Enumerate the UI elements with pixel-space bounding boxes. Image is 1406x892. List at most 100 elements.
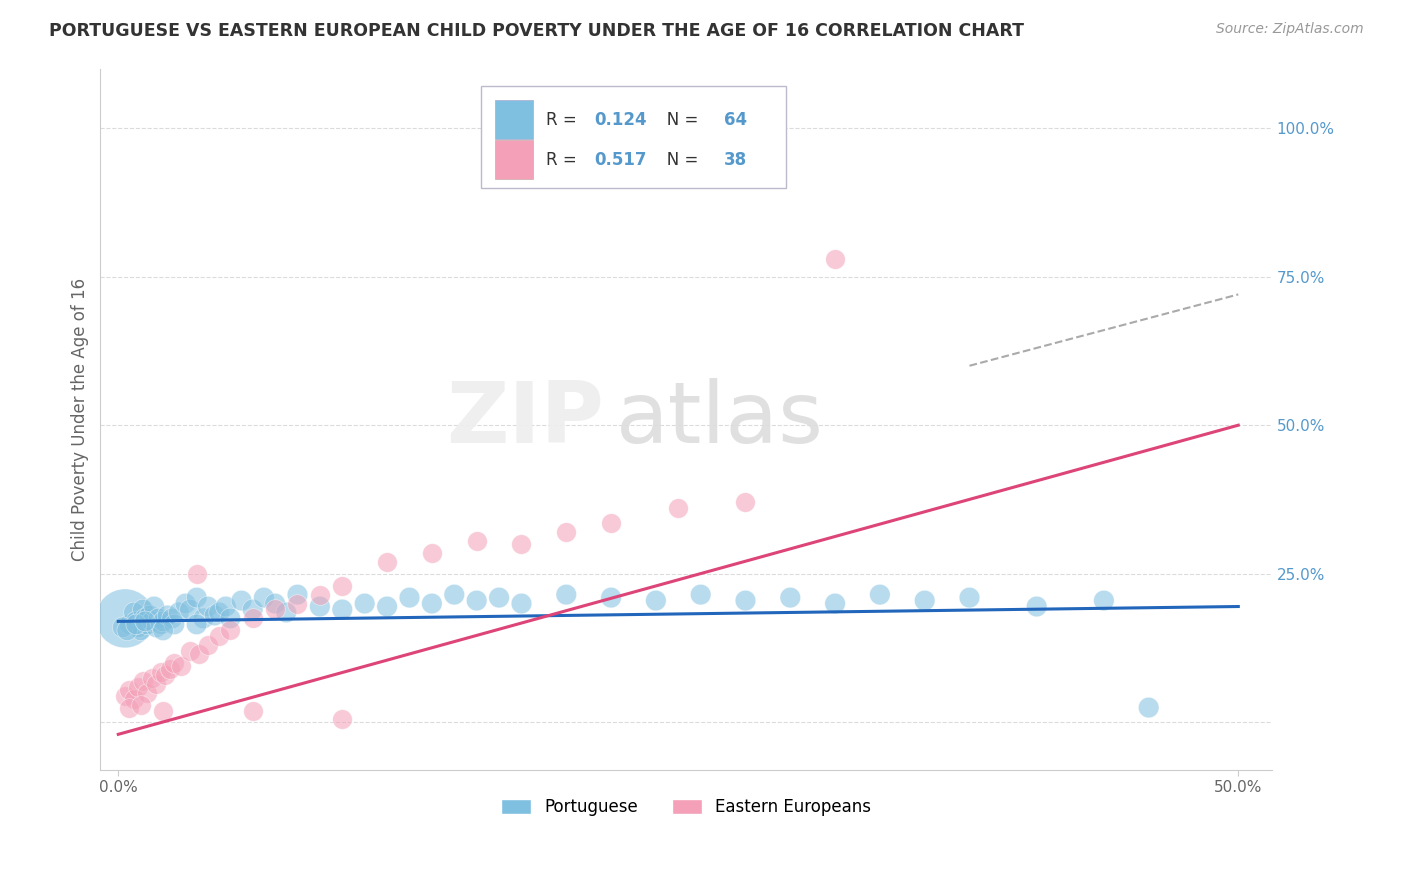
Point: [193, 611, 215, 625]
FancyBboxPatch shape: [495, 101, 533, 139]
Point: [869, 588, 891, 602]
Point: [143, 599, 166, 614]
Point: [118, 682, 141, 697]
Point: [141, 671, 163, 685]
Point: [163, 656, 186, 670]
Point: [186, 591, 208, 605]
Point: [219, 624, 242, 638]
Point: [555, 525, 578, 540]
Point: [136, 617, 159, 632]
Point: [242, 602, 264, 616]
Point: [118, 700, 141, 714]
Point: [136, 686, 159, 700]
Point: [600, 591, 623, 605]
FancyBboxPatch shape: [481, 86, 786, 188]
Point: [125, 615, 148, 629]
Point: [215, 599, 238, 614]
Point: [155, 668, 177, 682]
Point: [115, 624, 138, 638]
Point: [242, 611, 264, 625]
Point: [122, 606, 145, 620]
Point: [330, 602, 353, 616]
Point: [824, 597, 846, 611]
Point: [122, 691, 145, 706]
Point: [287, 597, 309, 611]
Text: N =: N =: [651, 151, 703, 169]
Point: [959, 591, 981, 605]
Point: [156, 608, 179, 623]
Point: [208, 629, 231, 643]
Point: [149, 665, 172, 679]
FancyBboxPatch shape: [495, 140, 533, 179]
Point: [152, 624, 174, 638]
Point: [141, 615, 163, 629]
Point: [186, 617, 208, 632]
Text: 64: 64: [724, 111, 747, 128]
Point: [129, 698, 152, 712]
Point: [1092, 593, 1115, 607]
Point: [264, 602, 287, 616]
Point: [242, 704, 264, 718]
Point: [114, 689, 136, 703]
Point: [1137, 700, 1160, 714]
Point: [132, 602, 155, 616]
Point: [163, 617, 186, 632]
Point: [127, 680, 149, 694]
Point: [197, 599, 219, 614]
Point: [118, 617, 141, 632]
Point: [111, 620, 134, 634]
Point: [219, 611, 242, 625]
Text: R =: R =: [546, 151, 582, 169]
Point: [170, 659, 193, 673]
Point: [179, 602, 201, 616]
Point: [734, 495, 756, 509]
Point: [779, 591, 801, 605]
Point: [510, 537, 533, 551]
Point: [127, 620, 149, 634]
Point: [420, 546, 443, 560]
Text: atlas: atlas: [616, 377, 824, 461]
Point: [174, 597, 197, 611]
Point: [159, 662, 181, 676]
Text: N =: N =: [651, 111, 703, 128]
Point: [666, 501, 689, 516]
Point: [152, 704, 174, 718]
Point: [330, 713, 353, 727]
Point: [510, 597, 533, 611]
Point: [375, 555, 398, 569]
Point: [443, 588, 465, 602]
Point: [287, 588, 309, 602]
Point: [114, 611, 136, 625]
Point: [208, 606, 231, 620]
Point: [152, 615, 174, 629]
Point: [398, 591, 420, 605]
Point: [309, 599, 332, 614]
Point: [149, 617, 172, 632]
Point: [145, 677, 167, 691]
Point: [420, 597, 443, 611]
Text: ZIP: ZIP: [446, 377, 605, 461]
Point: [231, 593, 253, 607]
Text: PORTUGUESE VS EASTERN EUROPEAN CHILD POVERTY UNDER THE AGE OF 16 CORRELATION CHA: PORTUGUESE VS EASTERN EUROPEAN CHILD POV…: [49, 22, 1024, 40]
Point: [309, 588, 332, 602]
Point: [689, 588, 711, 602]
Point: [353, 597, 375, 611]
Text: 0.517: 0.517: [595, 151, 647, 169]
Point: [125, 617, 148, 632]
Text: 0.124: 0.124: [595, 111, 647, 128]
Point: [465, 593, 488, 607]
Point: [555, 588, 578, 602]
Point: [375, 599, 398, 614]
Point: [644, 593, 666, 607]
Point: [145, 620, 167, 634]
Text: Source: ZipAtlas.com: Source: ZipAtlas.com: [1216, 22, 1364, 37]
Point: [330, 579, 353, 593]
Point: [253, 591, 276, 605]
Point: [138, 608, 160, 623]
Point: [134, 611, 156, 625]
Point: [179, 644, 201, 658]
Point: [264, 597, 287, 611]
Point: [148, 611, 170, 625]
Point: [824, 252, 846, 266]
Y-axis label: Child Poverty Under the Age of 16: Child Poverty Under the Age of 16: [72, 277, 89, 561]
